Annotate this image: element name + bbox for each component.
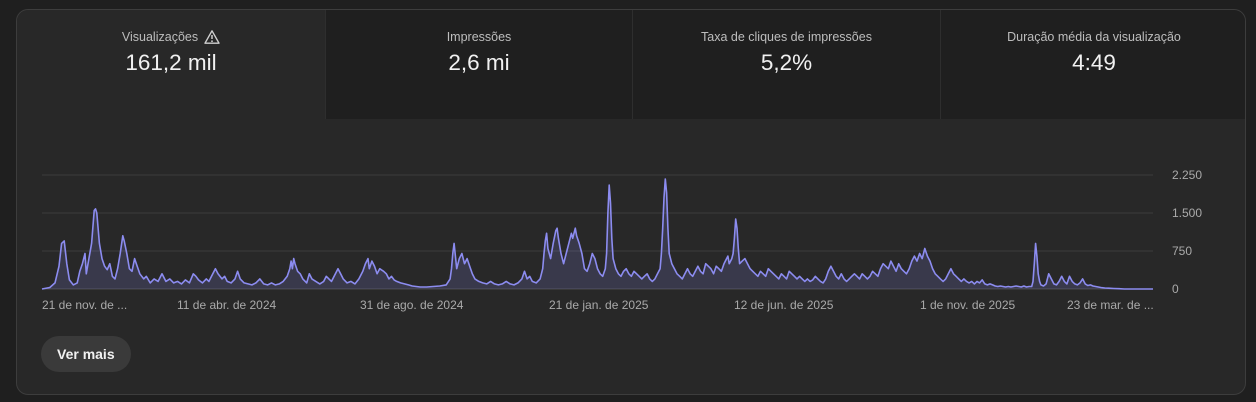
- x-tick-label: 21 de jan. de 2025: [549, 298, 649, 312]
- metric-label: Duração média da visualização: [1007, 30, 1181, 44]
- x-tick-label: 31 de ago. de 2024: [360, 298, 464, 312]
- analytics-card: Visualizações 161,2 mil Impressões 2,6 m…: [16, 9, 1246, 395]
- metric-value: 2,6 mi: [448, 50, 510, 75]
- y-tick-label: 0: [1172, 282, 1179, 296]
- x-tick-label: 23 de mar. de ...: [1067, 298, 1154, 312]
- x-tick-label: 12 de jun. de 2025: [734, 298, 834, 312]
- y-tick-label: 1.500: [1172, 206, 1202, 220]
- metric-value: 161,2 mil: [125, 50, 217, 75]
- metric-tab-impressions[interactable]: Impressões 2,6 mi: [326, 10, 633, 119]
- metric-tabs: Visualizações 161,2 mil Impressões 2,6 m…: [17, 10, 1245, 119]
- views-chart: 0 750 1.500 2.250 21 de nov. de ... 11 de abr…: [17, 119, 1245, 319]
- metric-value: 5,2%: [760, 50, 813, 75]
- see-more-button[interactable]: Ver mais: [41, 336, 131, 372]
- metric-label-text: Visualizações: [121, 30, 199, 44]
- metric-tab-ctr[interactable]: Taxa de cliques de impressões 5,2%: [633, 10, 941, 119]
- x-tick-label: 11 de abr. de 2024: [177, 298, 277, 312]
- series-area: [42, 179, 1153, 289]
- warning-triangle-icon[interactable]: [204, 29, 220, 45]
- metric-label: Impressões: [446, 30, 512, 44]
- y-tick-label: 2.250: [1172, 168, 1202, 182]
- y-tick-label: 750: [1172, 244, 1192, 258]
- metric-tab-avg-duration[interactable]: Duração média da visualização 4:49: [941, 10, 1245, 119]
- series-line: [41, 178, 1153, 290]
- x-tick-label: 21 de nov. de ...: [42, 298, 127, 312]
- x-tick-label: 1 de nov. de 2025: [920, 298, 1016, 312]
- chart-svg: 0 750 1.500 2.250 21 de nov. de ... 11 de abr…: [41, 168, 1202, 312]
- metric-tab-views[interactable]: Visualizações 161,2 mil: [17, 10, 326, 119]
- metric-value: 4:49: [1072, 50, 1116, 75]
- metric-label: Taxa de cliques de impressões: [701, 30, 872, 44]
- metric-label: Visualizações: [122, 29, 220, 45]
